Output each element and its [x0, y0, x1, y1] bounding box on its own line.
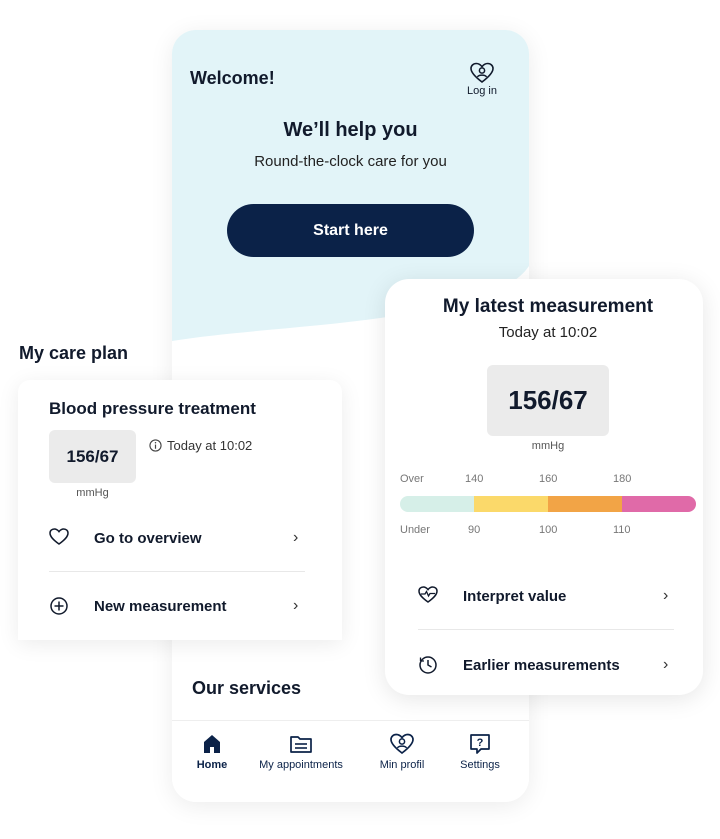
care-time-label: Today at 10:02	[167, 438, 253, 453]
svg-text:?: ?	[477, 737, 484, 749]
login-button[interactable]: Log in	[464, 62, 500, 97]
tab-profile-label: Min profil	[379, 759, 425, 771]
interpret-value-label: Interpret value	[463, 587, 567, 605]
scale-over-tick: 160	[539, 473, 558, 485]
measurement-bp-value: 156/67	[487, 365, 609, 436]
info-icon	[149, 439, 162, 452]
scale-under-tick: 90	[468, 524, 481, 536]
care-bp-value: 156/67	[49, 430, 136, 483]
interpret-value-row[interactable]: Interpret value ›	[418, 576, 676, 616]
divider	[418, 629, 674, 630]
measurement-bp-unit: mmHg	[531, 440, 565, 452]
scale-over-label: Over	[400, 473, 424, 485]
tab-appointments-label: My appointments	[259, 759, 343, 771]
heart-pulse-icon	[418, 586, 438, 603]
measurement-time: Today at 10:02	[498, 324, 598, 341]
hero-title: We’ll help you	[283, 119, 418, 141]
profile-heart-icon	[470, 62, 494, 84]
earlier-measurements-label: Earlier measurements	[463, 656, 620, 674]
earlier-measurements-row[interactable]: Earlier measurements ›	[418, 645, 676, 685]
bp-scale-bar	[400, 496, 696, 512]
tab-min-profil[interactable]: Min profil	[362, 733, 442, 771]
chevron-right-icon: ›	[293, 529, 299, 546]
go-to-overview-label: Go to overview	[94, 529, 202, 547]
welcome-title: Welcome!	[190, 68, 275, 88]
tab-home[interactable]: Home	[194, 733, 230, 771]
scale-under-tick: 100	[539, 524, 558, 536]
tab-my-appointments[interactable]: My appointments	[254, 733, 348, 771]
login-label: Log in	[467, 85, 497, 97]
latest-measurement-card: My latest measurement Today at 10:02 156…	[385, 279, 703, 695]
new-measurement-row[interactable]: New measurement ›	[49, 586, 307, 626]
chevron-right-icon: ›	[663, 656, 669, 673]
care-bp-unit: mmHg	[76, 487, 109, 499]
services-title: Our services	[192, 678, 302, 698]
new-measurement-label: New measurement	[94, 597, 227, 615]
go-to-overview-row[interactable]: Go to overview ›	[49, 518, 307, 558]
heart-icon	[49, 528, 69, 545]
scale-segment-normal	[400, 496, 474, 512]
divider	[49, 571, 305, 572]
settings-icon: ?	[470, 734, 490, 754]
tab-settings[interactable]: ? Settings	[456, 733, 504, 771]
tab-bar: Home My appointments Min profil ? Setti	[172, 720, 529, 802]
appointments-icon	[290, 736, 312, 753]
treatment-title: Blood pressure treatment	[49, 399, 256, 418]
scale-over-tick: 180	[613, 473, 632, 485]
scale-segment-elevated	[474, 496, 548, 512]
scale-under-tick: 110	[613, 524, 631, 536]
care-plan-title: My care plan	[19, 343, 129, 363]
care-time: Today at 10:02	[149, 438, 252, 453]
scale-segment-very-high	[622, 496, 696, 512]
clock-icon	[419, 656, 437, 674]
tab-settings-label: Settings	[460, 759, 500, 771]
chevron-right-icon: ›	[663, 587, 669, 604]
start-here-button[interactable]: Start here	[227, 204, 474, 257]
scale-under-label: Under	[400, 524, 430, 536]
home-icon	[204, 735, 220, 753]
care-plan-card: Blood pressure treatment 156/67 mmHg Tod…	[18, 380, 342, 640]
chevron-right-icon: ›	[293, 597, 299, 614]
plus-circle-icon	[50, 597, 68, 615]
scale-segment-high	[548, 496, 622, 512]
scale-over-tick: 140	[465, 473, 484, 485]
hero-subtitle: Round-the-clock care for you	[254, 153, 447, 170]
measurement-title: My latest measurement	[442, 296, 654, 317]
tab-home-label: Home	[196, 759, 228, 771]
profile-icon	[390, 733, 414, 755]
